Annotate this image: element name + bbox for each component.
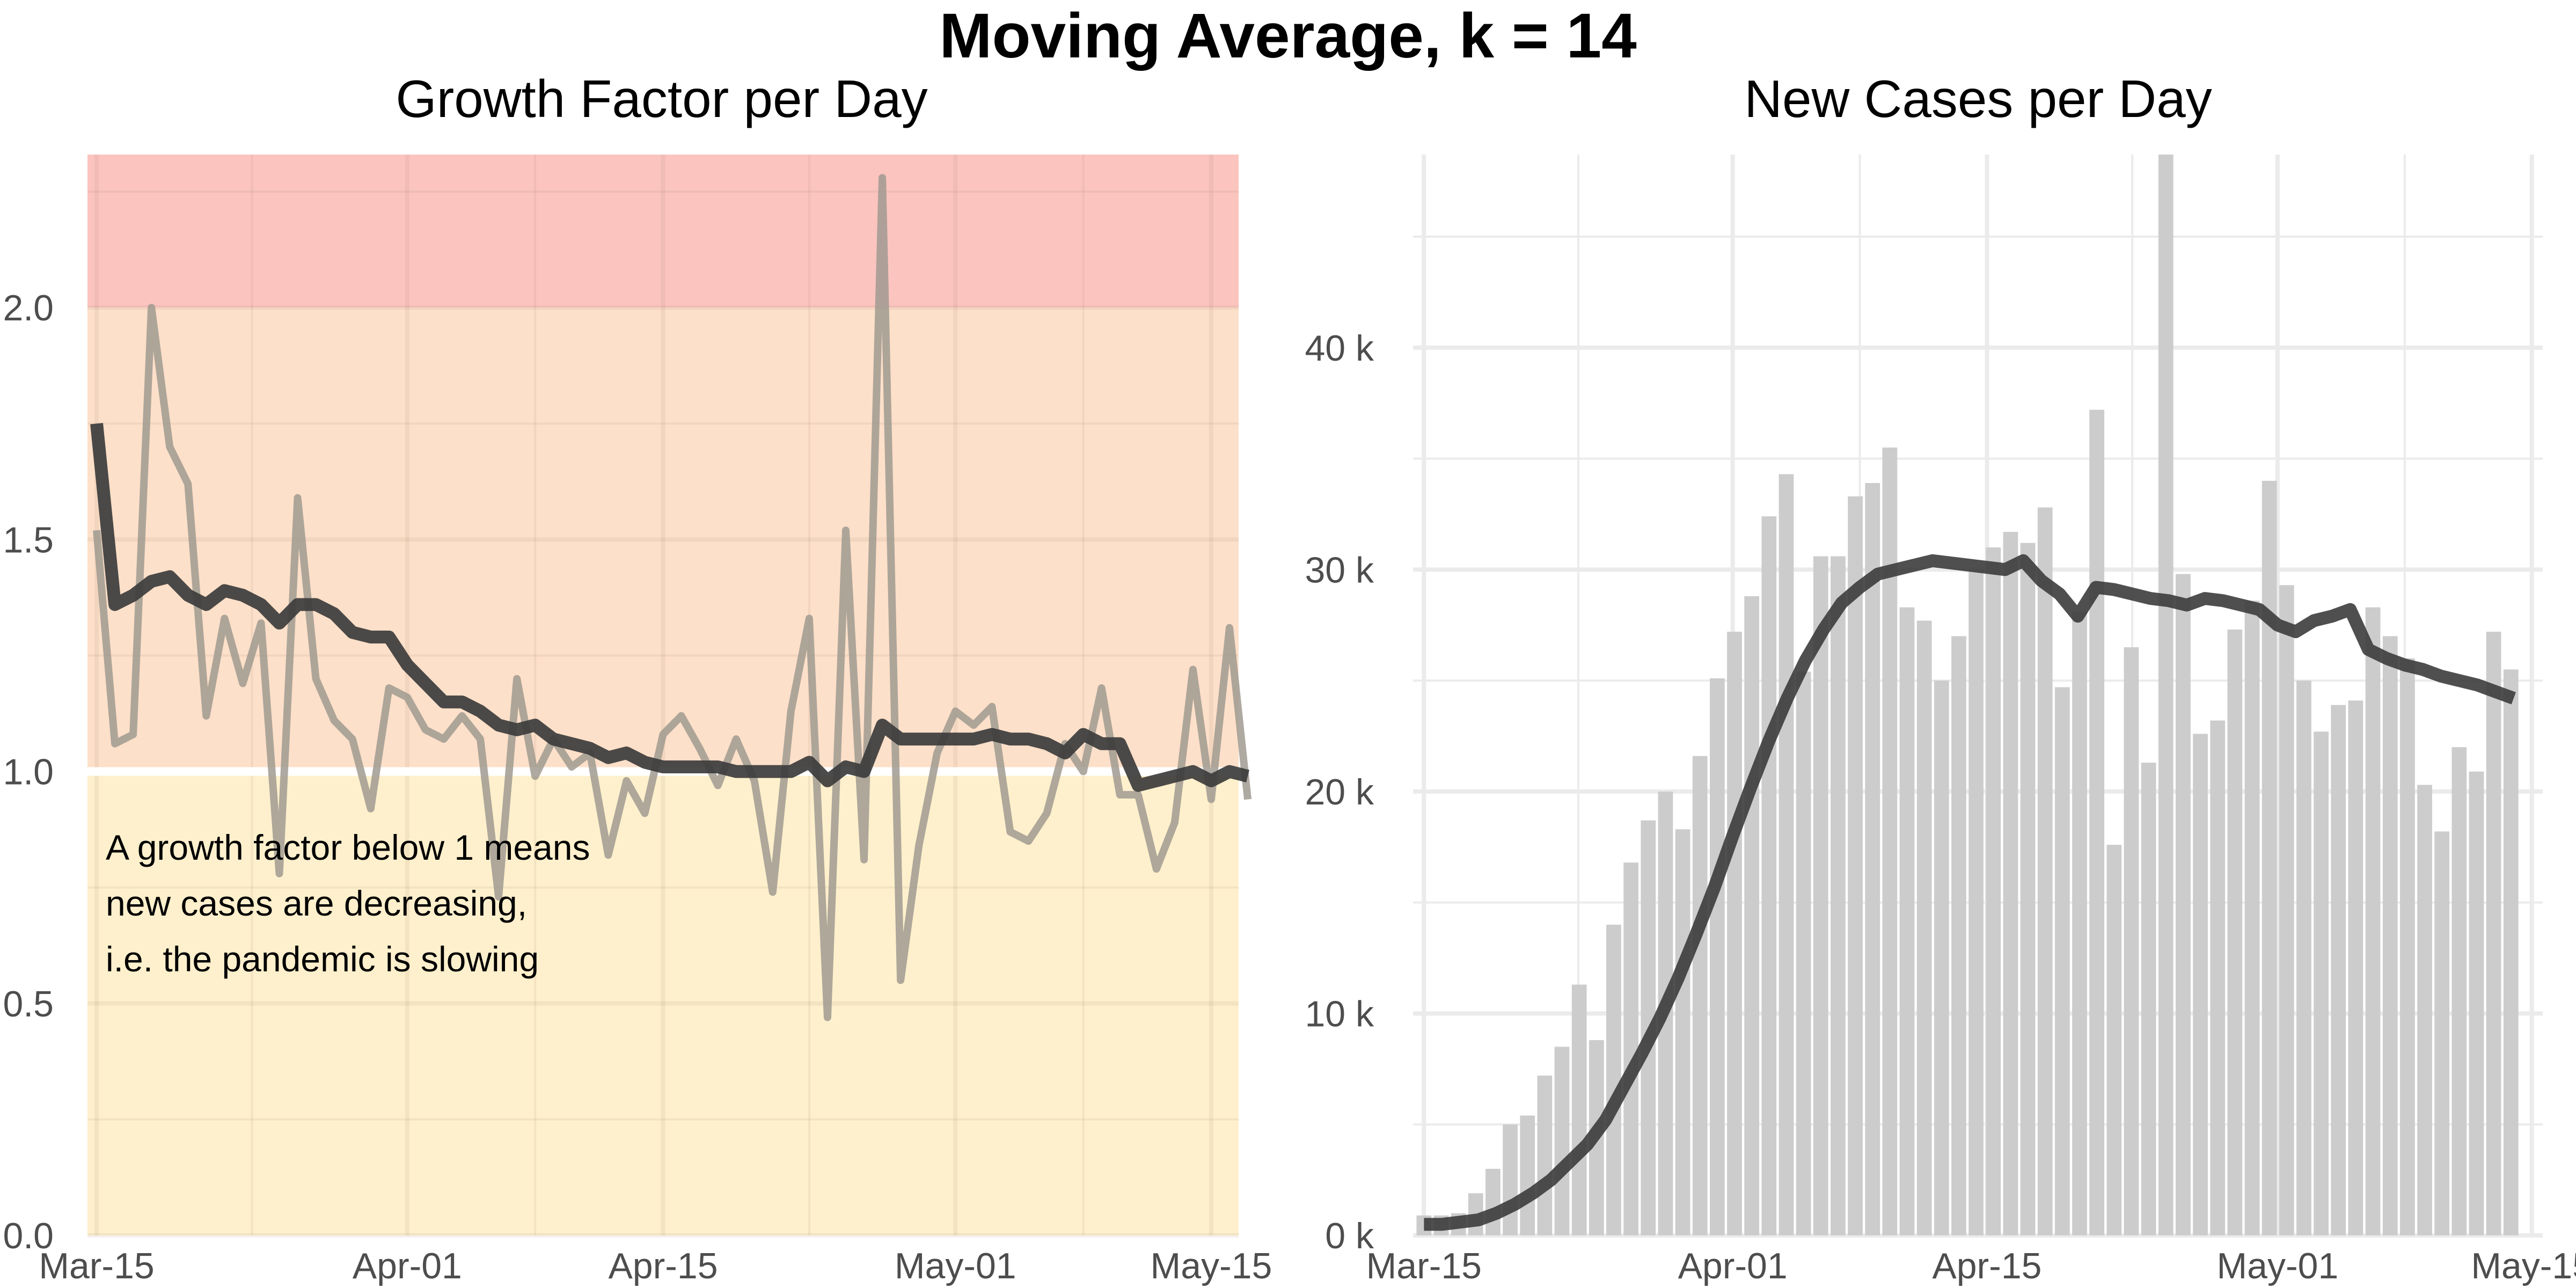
new-cases-bar bbox=[2158, 155, 2174, 1235]
x-tick-label: Apr-01 bbox=[353, 1246, 462, 1286]
y-tick-label: 1.0 bbox=[3, 752, 54, 793]
x-tick-label: May-15 bbox=[2471, 1246, 2576, 1286]
new-cases-average bbox=[1424, 554, 2516, 1231]
new-cases-bar bbox=[1571, 984, 1587, 1235]
new-cases-bar bbox=[2193, 734, 2208, 1235]
new-cases-title: New Cases per Day bbox=[1744, 69, 2212, 128]
new-cases-bar bbox=[1779, 474, 1794, 1235]
new-cases-bar bbox=[1520, 1115, 1535, 1235]
new-cases-bar bbox=[2020, 543, 2036, 1236]
new-cases-bar bbox=[2417, 785, 2432, 1235]
new-cases-panel: New Cases per Day 0 k 10 k 20 k 30 k 40 k Ma… bbox=[1305, 69, 2576, 1286]
new-cases-bar bbox=[1606, 925, 1621, 1235]
new-cases-bar bbox=[2469, 771, 2484, 1235]
new-cases-bar bbox=[1744, 596, 1760, 1235]
raw-growth-line bbox=[93, 174, 1252, 1021]
new-cases-bar bbox=[2451, 747, 2467, 1235]
new-cases-bar bbox=[2503, 669, 2519, 1235]
new-cases-bar bbox=[1831, 556, 1846, 1235]
growth-factor-y-ticks: 0.0 0.5 1.0 1.5 2.0 bbox=[3, 288, 54, 1256]
new-cases-bar bbox=[2244, 601, 2260, 1235]
new-cases-bar bbox=[2296, 680, 2311, 1235]
new-cases-bar bbox=[1709, 678, 1725, 1235]
new-cases-y-ticks: 0 k 10 k 20 k 30 k 40 k bbox=[1305, 328, 1374, 1256]
new-cases-bar bbox=[1916, 620, 1932, 1235]
new-cases-bar bbox=[2089, 409, 2105, 1235]
new-cases-bar bbox=[2399, 658, 2415, 1235]
new-cases-bar bbox=[2124, 647, 2139, 1235]
x-tick-label: Apr-15 bbox=[1932, 1246, 2041, 1286]
x-tick-label: Apr-15 bbox=[608, 1246, 718, 1286]
y-tick-label: 0 k bbox=[1325, 1216, 1374, 1256]
new-cases-bar bbox=[2054, 687, 2070, 1235]
new-cases-bar bbox=[1692, 756, 1708, 1235]
new-cases-bar bbox=[1951, 636, 1966, 1235]
x-tick-label: Mar-15 bbox=[39, 1246, 154, 1286]
x-tick-label: May-15 bbox=[1151, 1246, 1272, 1286]
new-cases-bar bbox=[2314, 731, 2329, 1235]
annotation-line-1: A growth factor below 1 means bbox=[106, 828, 590, 867]
new-cases-bar bbox=[1813, 556, 1828, 1235]
growth-factor-panel: Growth Factor per Day 0.0 0.5 1.0 1.5 2.0 Ma… bbox=[3, 69, 1272, 1286]
new-cases-bar bbox=[1675, 829, 1690, 1235]
growth-factor-title: Growth Factor per Day bbox=[396, 69, 927, 128]
new-cases-bar bbox=[2141, 763, 2156, 1235]
new-cases-bar bbox=[1485, 1168, 1501, 1235]
y-tick-label: 1.5 bbox=[3, 519, 54, 560]
x-tick-label: Mar-15 bbox=[1366, 1246, 1482, 1286]
new-cases-bar bbox=[1623, 862, 1638, 1235]
zone-0 bbox=[87, 155, 1239, 308]
y-tick-label: 40 k bbox=[1305, 328, 1374, 369]
growth-factor-x-ticks: Mar-15 Apr-01 Apr-15 May-01 May-15 bbox=[39, 1246, 1272, 1286]
new-cases-bar bbox=[2227, 630, 2243, 1235]
new-cases-bar bbox=[1865, 483, 1880, 1235]
new-cases-bar bbox=[2365, 607, 2381, 1235]
y-tick-label: 20 k bbox=[1305, 772, 1374, 813]
new-cases-bar bbox=[2003, 532, 2018, 1235]
x-tick-label: Apr-01 bbox=[1678, 1246, 1788, 1286]
annotation-line-2: new cases are decreasing, bbox=[106, 883, 527, 923]
growth-factor-series bbox=[90, 174, 1252, 1021]
new-cases-bar bbox=[2072, 611, 2087, 1235]
new-cases-bar bbox=[1761, 516, 1777, 1235]
x-tick-label: May-01 bbox=[895, 1246, 1016, 1286]
new-cases-bar bbox=[1934, 680, 1949, 1235]
annotation-text: A growth factor below 1 means new cases … bbox=[106, 828, 600, 979]
y-tick-label: 0.5 bbox=[3, 984, 54, 1024]
new-cases-bar bbox=[1986, 547, 2001, 1235]
annotation-line-3: i.e. the pandemic is slowing bbox=[106, 939, 539, 979]
new-cases-bar bbox=[2331, 705, 2346, 1235]
new-cases-bar bbox=[1503, 1124, 1518, 1235]
new-cases-bar bbox=[2434, 831, 2450, 1235]
new-cases-bar bbox=[1796, 671, 1811, 1235]
new-cases-bars bbox=[1416, 155, 2519, 1236]
new-cases-bar bbox=[2037, 507, 2053, 1235]
new-cases-bar bbox=[2486, 632, 2501, 1235]
new-cases-bar bbox=[2348, 700, 2363, 1235]
new-cases-bar bbox=[2176, 574, 2191, 1235]
new-cases-bar bbox=[1537, 1075, 1553, 1235]
y-tick-label: 2.0 bbox=[3, 288, 54, 328]
y-tick-label: 30 k bbox=[1305, 550, 1374, 590]
new-cases-bar bbox=[2279, 585, 2294, 1235]
new-cases-bar bbox=[1968, 569, 1984, 1235]
new-cases-bar bbox=[2382, 636, 2398, 1235]
new-cases-bar bbox=[1554, 1046, 1570, 1235]
new-cases-bar bbox=[1899, 607, 1915, 1235]
new-cases-bar bbox=[2262, 480, 2277, 1235]
new-cases-bar bbox=[2210, 720, 2226, 1235]
y-tick-label: 10 k bbox=[1305, 993, 1374, 1034]
new-cases-bar bbox=[1848, 496, 1863, 1236]
new-cases-bar bbox=[2106, 845, 2122, 1235]
x-tick-label: May-01 bbox=[2217, 1246, 2339, 1286]
new-cases-bar bbox=[1727, 632, 1742, 1235]
moving-average-growth-line bbox=[90, 423, 1249, 792]
figure-title: Moving Average, k = 14 bbox=[939, 1, 1637, 71]
new-cases-x-ticks: Mar-15 Apr-01 Apr-15 May-01 May-15 bbox=[1366, 1246, 2576, 1286]
moving-average-cases-line bbox=[1424, 554, 2516, 1231]
y-tick-label: 0.0 bbox=[3, 1216, 54, 1256]
zone-1 bbox=[87, 308, 1239, 772]
